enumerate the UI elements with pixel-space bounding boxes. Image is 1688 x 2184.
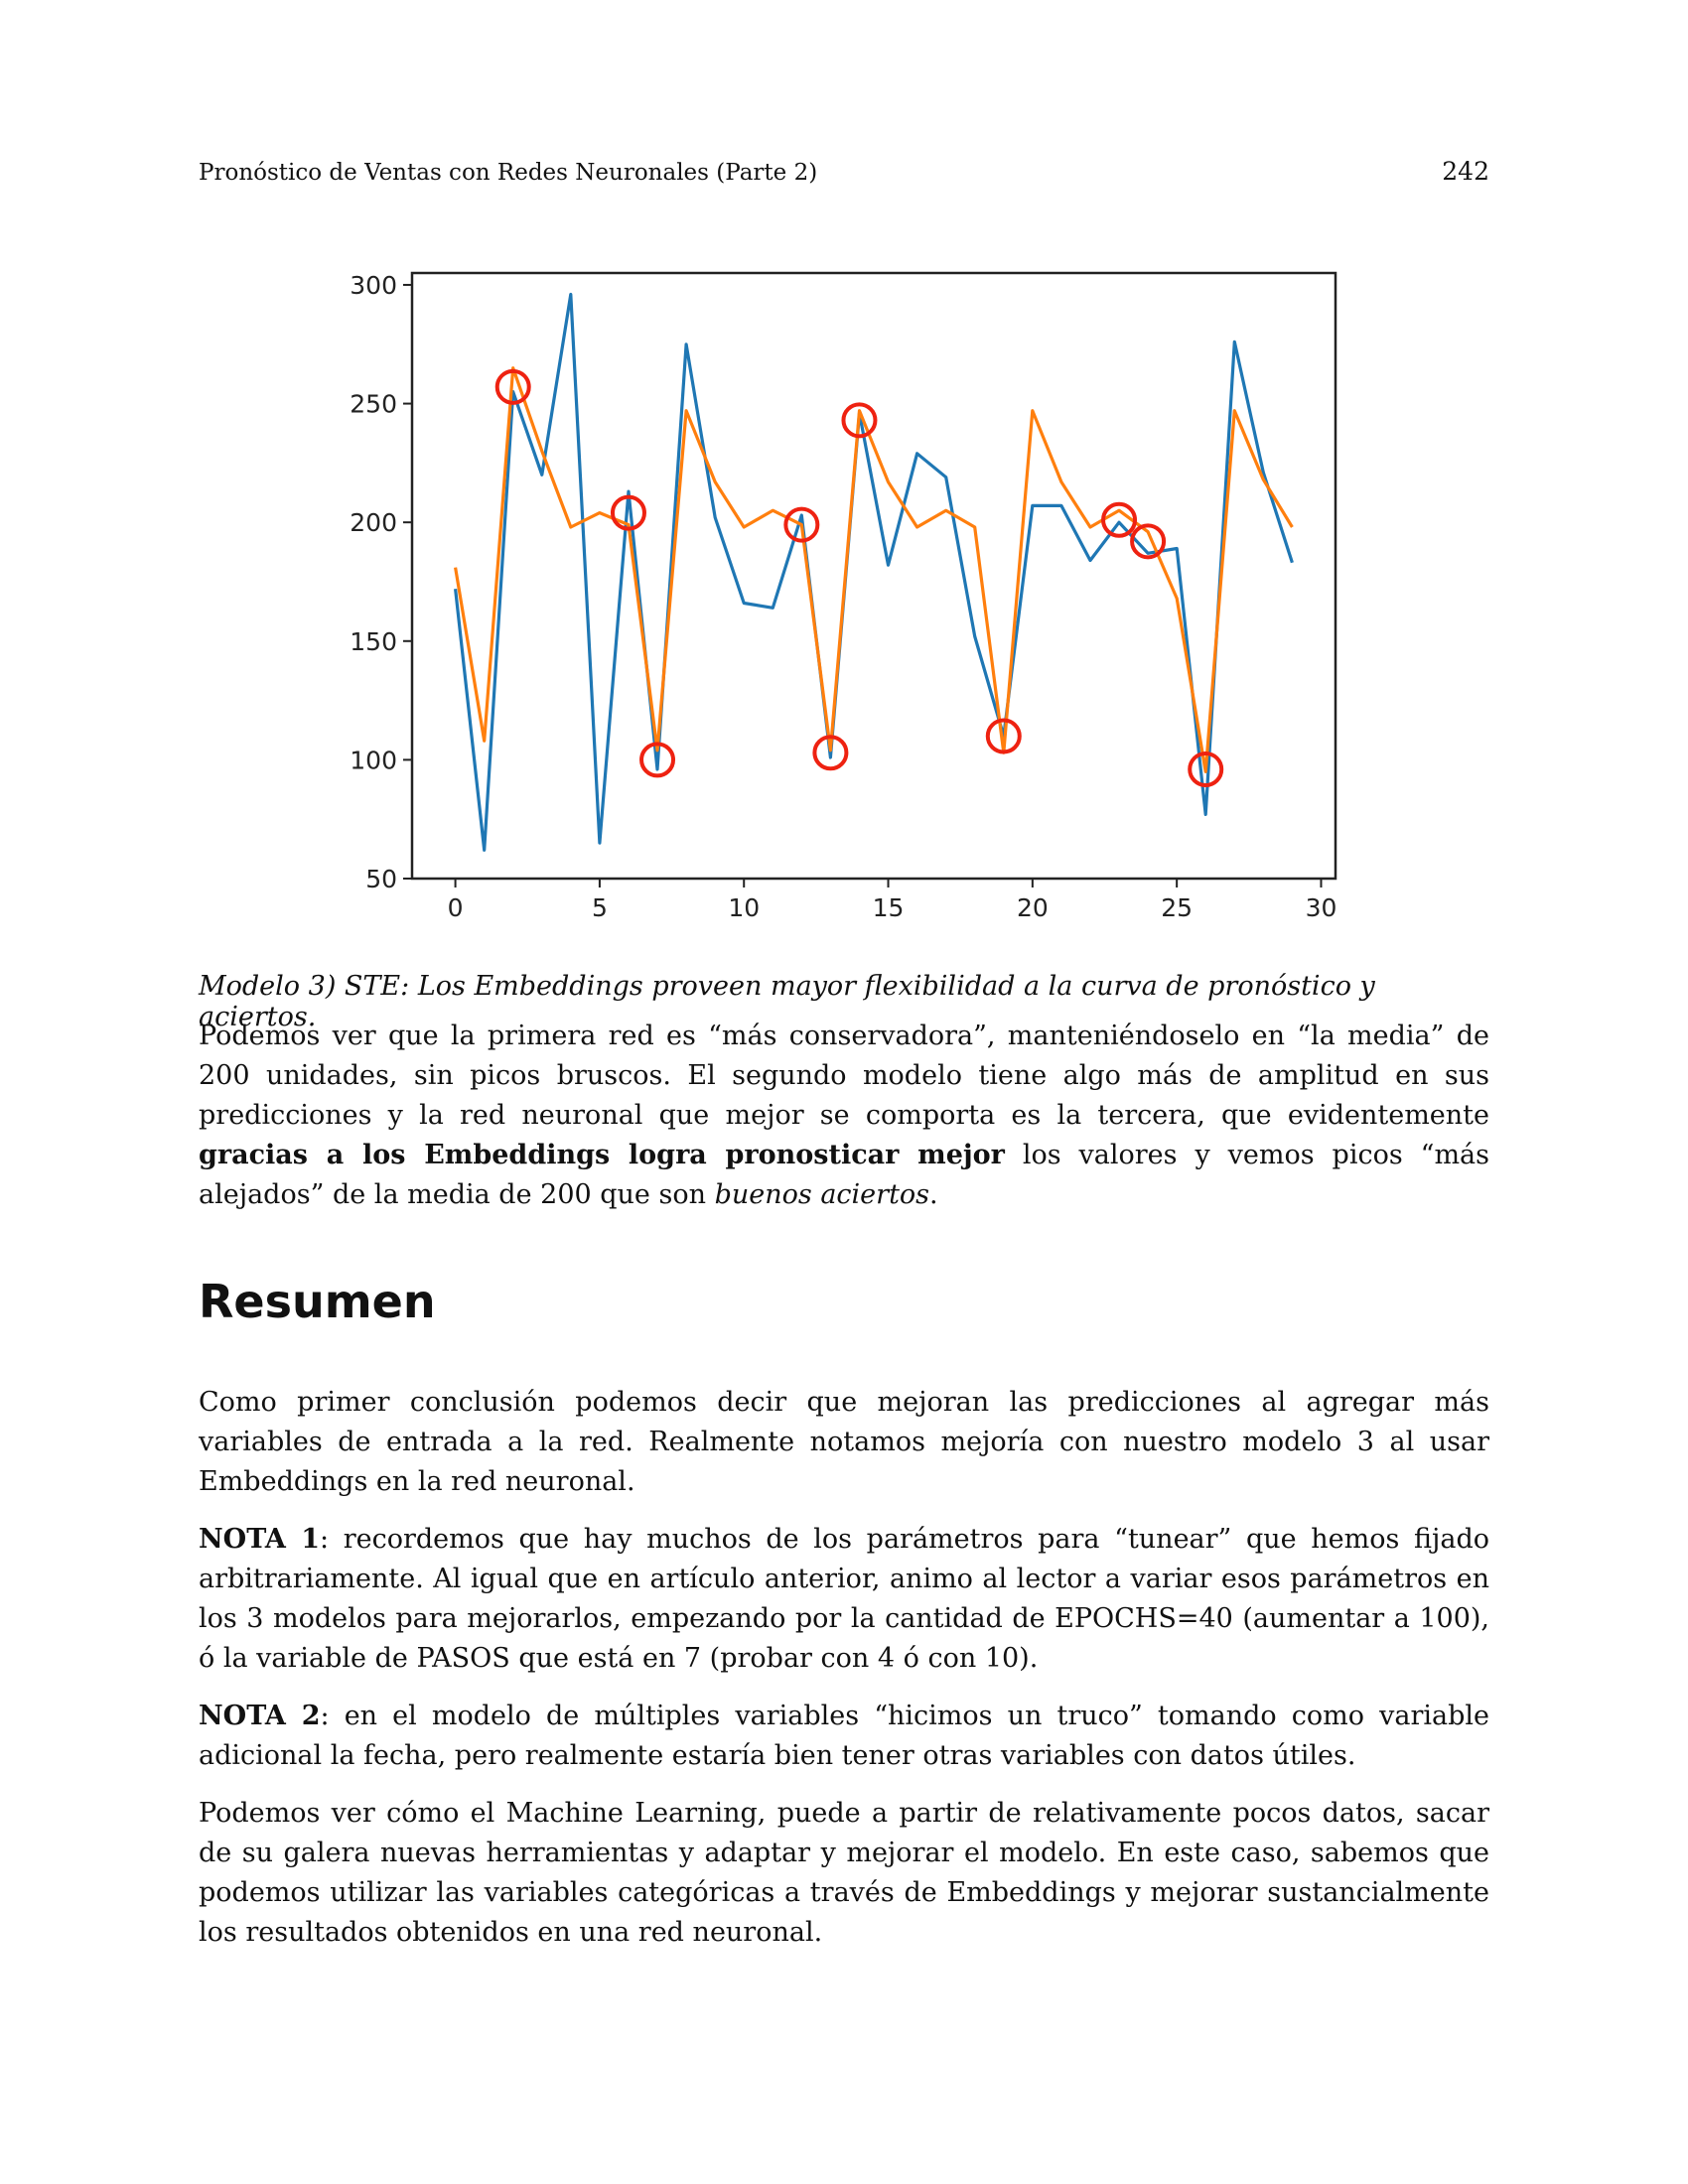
x-tick-label: 25 [1161, 893, 1193, 922]
highlight-circle [812, 735, 849, 771]
plot-frame [410, 271, 1337, 881]
series-line-1 [454, 292, 1294, 852]
y-tick-label: 50 [365, 865, 397, 893]
note-1-label: NOTA 1 [199, 1524, 320, 1555]
paragraph-analysis-italic: buenos aciertos [714, 1179, 930, 1210]
figure-caption: Modelo 3) STE: Los Embeddings proveen ma… [199, 971, 1375, 1032]
note-1: NOTA 1: recordemos que hay muchos de los… [199, 1520, 1489, 1679]
x-tick-label: 10 [728, 893, 760, 922]
highlight-circle [1101, 501, 1138, 538]
paragraph-analysis: Podemos ver que la primera red es “más c… [199, 1017, 1489, 1215]
y-tick-label: 200 [350, 508, 397, 537]
paragraph-final: Podemos ver cómo el Machine Learning, pu… [199, 1798, 1489, 1948]
series-line-2 [454, 366, 1294, 774]
page-header: Pronóstico de Ventas con Redes Neuronale… [199, 157, 1489, 193]
note-1-text: : recordemos que hay muchos de los parám… [199, 1524, 1489, 1674]
header-title: Pronóstico de Ventas con Redes Neuronale… [199, 160, 818, 186]
paragraph-analysis-bold: gracias a los Embeddings logra pronostic… [199, 1140, 1005, 1170]
page-number: 242 [1442, 157, 1489, 186]
highlight-circle [494, 368, 531, 405]
note-2-label: NOTA 2 [199, 1701, 321, 1731]
x-tick-label: 30 [1306, 893, 1337, 922]
highlight-circle [985, 718, 1022, 754]
paragraph-analysis-part3: . [929, 1179, 938, 1210]
x-tick-label: 0 [448, 893, 464, 922]
x-tick-label: 15 [873, 893, 905, 922]
y-tick-label: 100 [350, 746, 397, 774]
x-tick-label: 5 [592, 893, 608, 922]
highlight-circle [783, 506, 820, 543]
line-chart: 0 5 10 15 20 25 30 50 100 150 200 250 300 [350, 271, 1337, 922]
highlight-circle [639, 742, 676, 778]
highlight-circle [610, 494, 646, 531]
y-tick-label: 150 [350, 627, 397, 656]
highlight-circle [1130, 523, 1167, 560]
y-tick-label: 250 [350, 390, 397, 419]
section-title: Resumen [199, 1275, 436, 1328]
y-tick-label: 300 [350, 271, 397, 300]
highlight-circle [841, 402, 878, 439]
x-tick-label: 20 [1017, 893, 1049, 922]
paragraph-analysis-part1: Podemos ver que la primera red es “más c… [199, 1021, 1489, 1131]
note-2-text: : en el modelo de múltiples variables “h… [199, 1701, 1489, 1771]
paragraph-analysis-part2: los valores y vemos picos “más alejados”… [199, 1140, 1489, 1210]
note-2: NOTA 2: en el modelo de múltiples variab… [199, 1697, 1489, 1776]
paragraph-conclusion: Como primer conclusión podemos decir que… [199, 1387, 1489, 1497]
highlight-circle [1188, 751, 1224, 787]
chart-figure: 0 5 10 15 20 25 30 50 100 150 200 250 300 [328, 263, 1350, 928]
